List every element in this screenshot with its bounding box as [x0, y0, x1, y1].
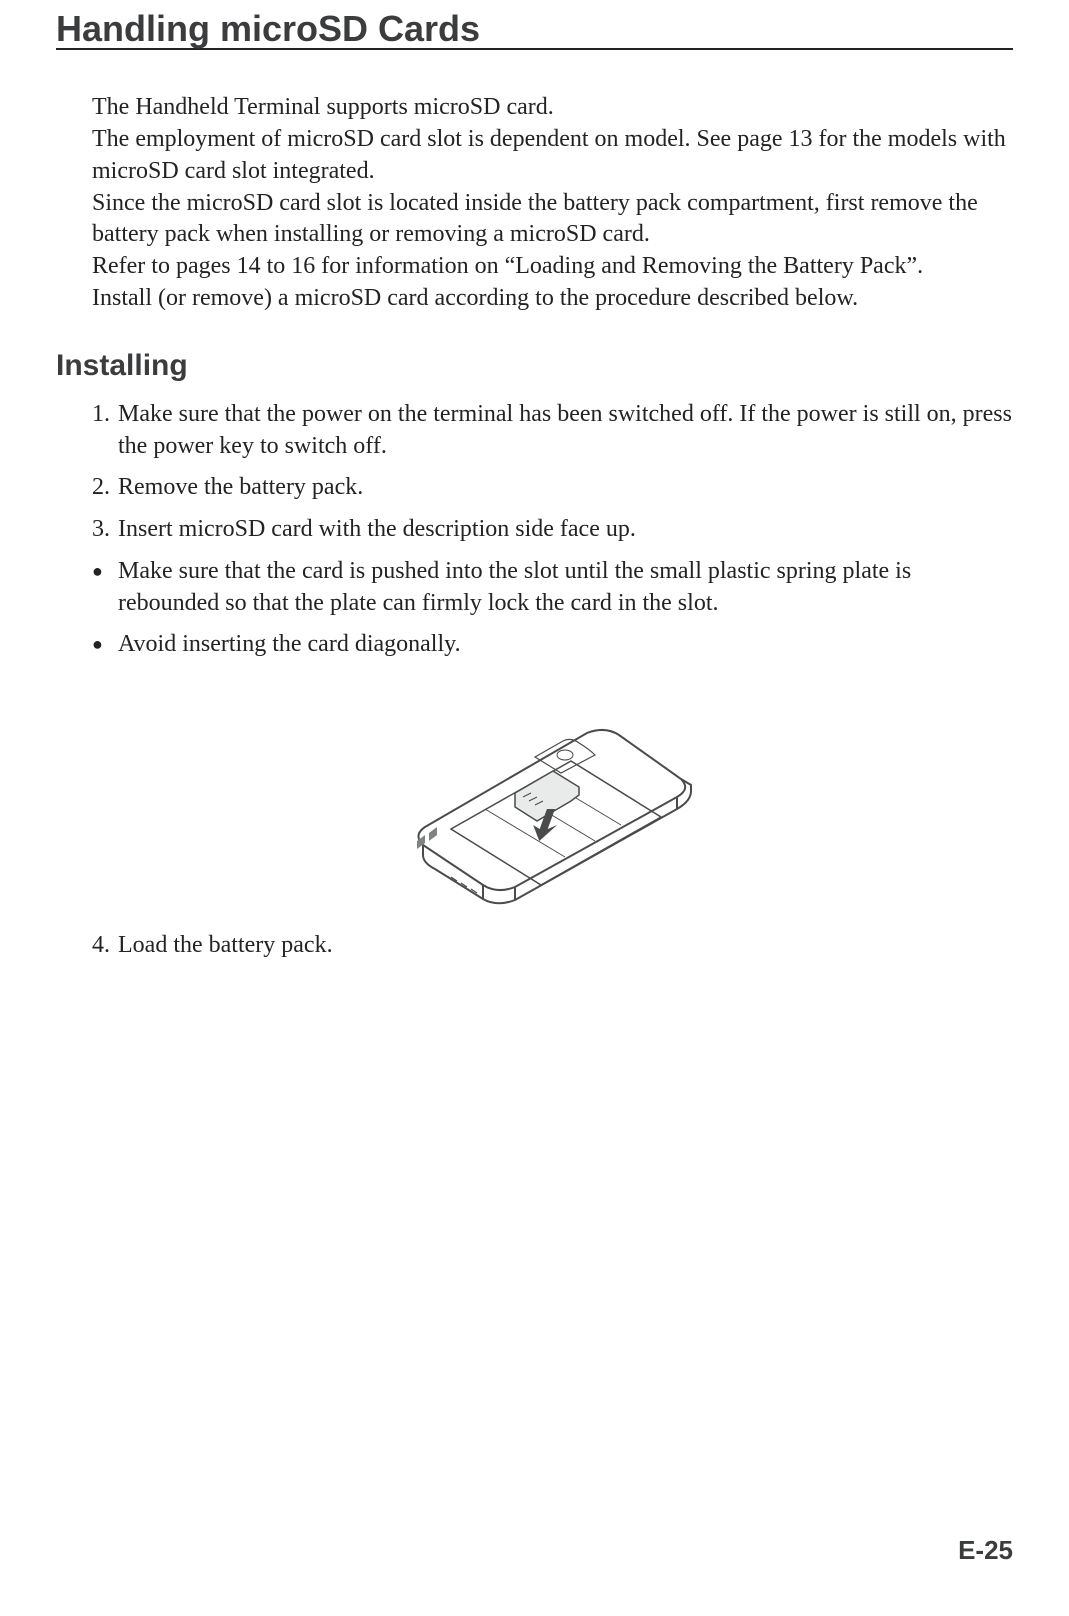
step-3: 3. Insert microSD card with the descript…	[92, 514, 1013, 546]
step-text: Insert microSD card with the description…	[118, 514, 636, 546]
step-text: Make sure that the power on the terminal…	[118, 399, 1013, 462]
steps-list-continued: 4. Load the battery pack.	[92, 930, 1013, 962]
step-number: 2.	[92, 472, 118, 504]
step-4: 4. Load the battery pack.	[92, 930, 1013, 962]
section-heading-installing: Installing	[56, 349, 1013, 383]
page-title: Handling microSD Cards	[56, 10, 1013, 50]
step-2: 2. Remove the battery pack.	[92, 472, 1013, 504]
step-number: 1.	[92, 399, 118, 462]
bullet-text: Avoid inserting the card diagonally.	[118, 629, 461, 661]
step-number: 3.	[92, 514, 118, 546]
steps-list: 1. Make sure that the power on the termi…	[92, 399, 1013, 661]
page-number: E-25	[958, 1535, 1013, 1566]
step-text: Remove the battery pack.	[118, 472, 363, 504]
bullet-icon: ●	[92, 556, 118, 619]
intro-paragraph: The Handheld Terminal supports microSD c…	[92, 92, 1013, 315]
step-1: 1. Make sure that the power on the termi…	[92, 399, 1013, 462]
bullet-1: ● Make sure that the card is pushed into…	[92, 556, 1013, 619]
bullet-icon: ●	[92, 629, 118, 661]
device-figure	[56, 677, 1013, 912]
step-text: Load the battery pack.	[118, 930, 333, 962]
bullet-2: ● Avoid inserting the card diagonally.	[92, 629, 1013, 661]
device-illustration	[417, 730, 691, 903]
step-number: 4.	[92, 930, 118, 962]
bullet-text: Make sure that the card is pushed into t…	[118, 556, 1013, 619]
